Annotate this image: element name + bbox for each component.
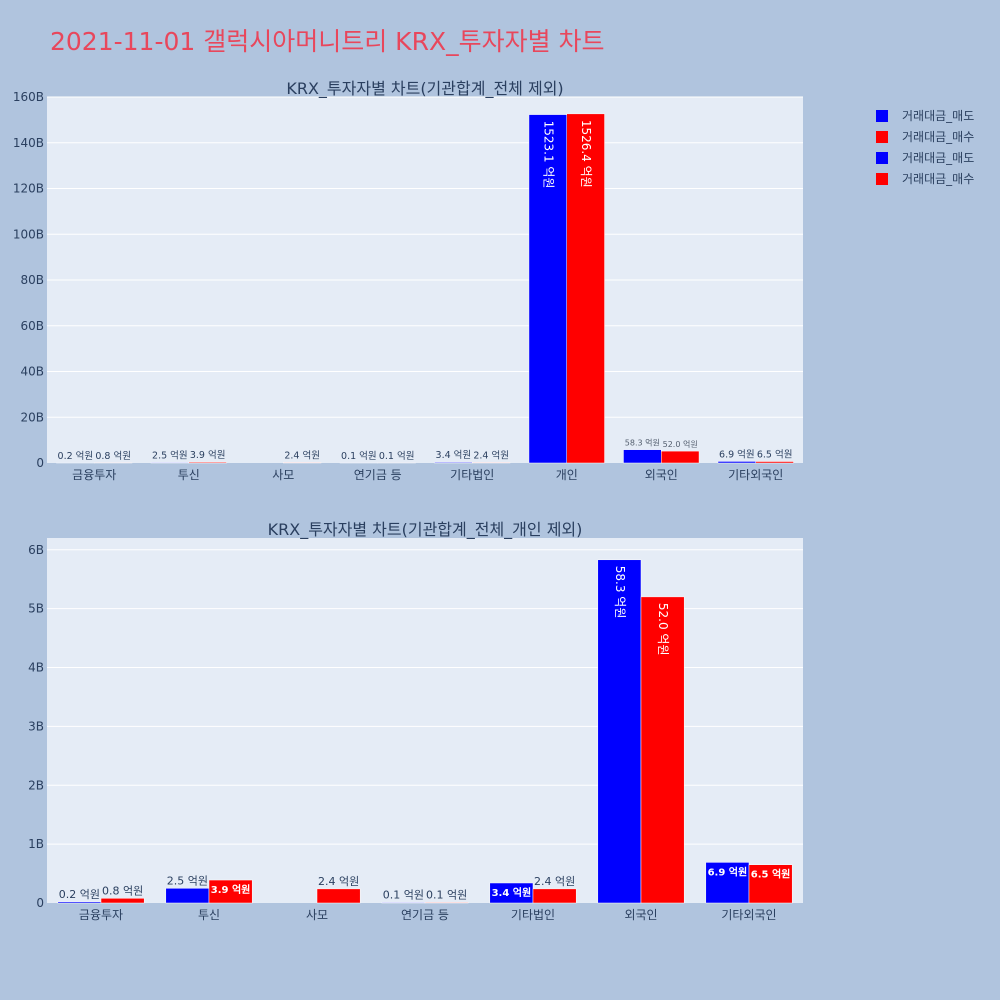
data-label: 58.3 억원 — [613, 566, 627, 619]
subplot-title-2: KRX_투자자별 차트(기관합계_전체_개인 제외) — [268, 520, 583, 540]
data-label: 2.4 억원 — [473, 449, 509, 461]
bar — [661, 450, 700, 464]
legend-swatch — [876, 131, 888, 143]
legend-entry: 거래대금_매도 — [902, 151, 974, 165]
data-label: 0.2 억원 — [59, 888, 100, 901]
data-label: 2.4 억원 — [534, 875, 575, 888]
data-label: 0.1 억원 — [383, 888, 424, 901]
data-label: 0.2 억원 — [58, 450, 94, 462]
data-label: 52.0 억원 — [663, 439, 698, 449]
bar — [188, 461, 227, 464]
legend-entry: 거래대금_매수 — [902, 130, 974, 144]
bar — [283, 462, 322, 464]
y-tick-label: 100B — [13, 227, 44, 241]
bar — [150, 462, 189, 464]
y-tick-label: 0 — [36, 896, 44, 910]
y-tick-label: 5B — [28, 602, 44, 616]
data-label: 0.8 억원 — [102, 884, 143, 897]
data-label: 3.4 억원 — [436, 449, 472, 461]
y-tick-label: 3B — [28, 719, 44, 733]
bar — [717, 461, 757, 464]
y-tick-label: 20B — [20, 410, 44, 424]
bar — [434, 461, 473, 464]
bar — [381, 902, 426, 904]
data-label: 0.1 억원 — [341, 450, 377, 462]
data-label: 0.8 억원 — [95, 450, 131, 462]
y-tick-label: 1B — [28, 837, 44, 851]
legend-swatch — [876, 173, 888, 185]
x-tick-label: 연기금 등 — [401, 908, 449, 922]
data-label: 52.0 억원 — [656, 603, 670, 656]
bar — [597, 559, 642, 904]
bar — [566, 113, 605, 464]
bar — [208, 879, 253, 904]
legend-entry: 거래대금_매수 — [902, 172, 974, 186]
x-tick-label: 기타법인 — [511, 908, 555, 922]
data-label: 6.9 억원 — [708, 865, 748, 878]
data-label: 2.4 억원 — [318, 875, 359, 888]
bar — [316, 888, 361, 904]
x-tick-label: 투신 — [178, 468, 200, 482]
data-label: 6.5 억원 — [751, 868, 791, 881]
x-tick-label: 개인 — [556, 468, 578, 482]
plot-area-2 — [47, 538, 803, 903]
legend-swatch — [876, 110, 888, 122]
data-label: 2.5 억원 — [152, 449, 188, 461]
bar — [640, 596, 685, 904]
y-tick-label: 80B — [20, 273, 44, 287]
data-label: 0.1 억원 — [426, 888, 467, 901]
data-label: 1526.4 억원 — [579, 120, 593, 188]
legend-swatch — [876, 152, 888, 164]
data-label: 3.4 억원 — [492, 886, 532, 899]
data-label: 0.1 억원 — [379, 450, 415, 462]
y-tick-label: 6B — [28, 543, 44, 557]
bar — [472, 462, 511, 464]
bar — [748, 864, 793, 904]
y-tick-label: 60B — [20, 319, 44, 333]
data-label: 3.9 억원 — [211, 883, 251, 896]
y-tick-label: 0 — [36, 456, 44, 470]
data-label: 2.4 억원 — [284, 449, 320, 461]
legend-entry: 거래대금_매도 — [902, 109, 974, 123]
data-label: 2.5 억원 — [167, 874, 208, 887]
x-tick-label: 외국인 — [645, 468, 678, 482]
x-tick-label: 사모 — [272, 468, 294, 482]
x-tick-label: 기타외국인 — [728, 468, 783, 482]
x-tick-label: 연기금 등 — [354, 468, 402, 482]
bar — [100, 898, 145, 904]
x-tick-label: 투신 — [198, 908, 220, 922]
data-label: 1523.1 억원 — [541, 121, 555, 189]
y-tick-label: 2B — [28, 778, 44, 792]
y-tick-label: 40B — [20, 365, 44, 379]
bar — [165, 888, 210, 904]
x-tick-label: 기타법인 — [450, 468, 494, 482]
y-tick-label: 120B — [13, 182, 44, 196]
y-tick-label: 140B — [13, 136, 44, 150]
bar — [623, 449, 662, 464]
x-tick-label: 사모 — [306, 908, 328, 922]
bar — [57, 901, 102, 904]
page-title: 2021-11-01 갤럭시아머니트리 KRX_투자자별 차트 — [50, 27, 605, 56]
bar — [755, 461, 794, 464]
x-tick-label: 금융투자 — [79, 908, 123, 922]
y-tick-label: 4B — [28, 661, 44, 675]
data-label: 3.9 억원 — [190, 449, 226, 461]
data-label: 6.5 억원 — [757, 449, 793, 461]
x-tick-label: 외국인 — [624, 908, 657, 922]
data-label: 58.3 억원 — [625, 438, 660, 448]
bar — [424, 902, 469, 904]
data-label: 6.9 억원 — [719, 448, 755, 460]
y-tick-label: 160B — [13, 90, 44, 104]
subplot-title-1: KRX_투자자별 차트(기관합계_전체 제외) — [286, 79, 563, 99]
x-tick-label: 기타외국인 — [721, 908, 776, 922]
x-tick-label: 금융투자 — [72, 468, 116, 482]
bar — [532, 888, 577, 904]
